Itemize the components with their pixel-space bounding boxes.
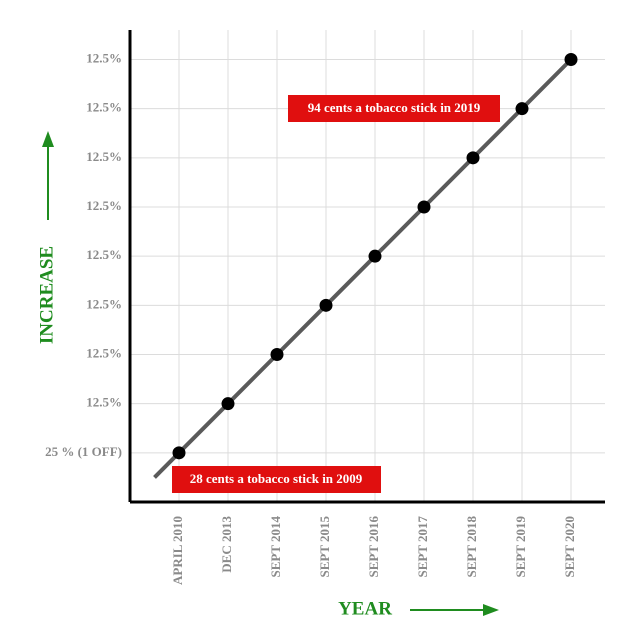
annotation-box [288, 95, 500, 122]
y-tick-label: 12.5% [86, 198, 122, 213]
point [319, 298, 333, 312]
point [515, 102, 529, 116]
x-tick-label: SEPT 2015 [317, 516, 332, 578]
y-tick-label: 12.5% [86, 345, 122, 360]
point [270, 348, 284, 361]
x-tick-label: SEPT 2014 [268, 516, 283, 578]
point [368, 249, 382, 263]
point [466, 151, 480, 165]
x-tick-label: SEPT 2019 [513, 516, 528, 578]
x-tick-label: SEPT 2016 [366, 516, 381, 578]
x-tick-label: SEPT 2020 [562, 516, 577, 578]
y-tick-label: 12.5% [86, 296, 122, 311]
y-tick-label: 12.5% [86, 50, 122, 65]
y-tick-label: 12.5% [86, 247, 122, 262]
x-tick-label: APRIL 2010 [170, 516, 185, 585]
annotation: 94 cents a tobacco stick in 2019 [308, 100, 481, 115]
annotation: 28 cents a tobacco stick in 2009 [190, 471, 363, 486]
y-tick-label: 25 % (1 OFF) [45, 444, 122, 459]
point [564, 53, 578, 66]
x-axis-label: YEAR [338, 598, 392, 619]
point [172, 446, 186, 460]
x-tick-label: SEPT 2018 [464, 516, 479, 578]
y-axis-label: INCREASE [36, 246, 57, 344]
annotation-box [172, 466, 381, 493]
point [221, 397, 235, 411]
y-tick-label: 12.5% [86, 395, 122, 410]
x-tick-label: SEPT 2017 [415, 516, 430, 578]
y-tick-label: 12.5% [86, 100, 122, 115]
x-tick-label: DEC 2013 [219, 516, 234, 573]
y-arrow [42, 131, 54, 220]
y-tick-label: 12.5% [86, 149, 122, 164]
x-arrow [410, 604, 499, 616]
point [417, 200, 431, 214]
